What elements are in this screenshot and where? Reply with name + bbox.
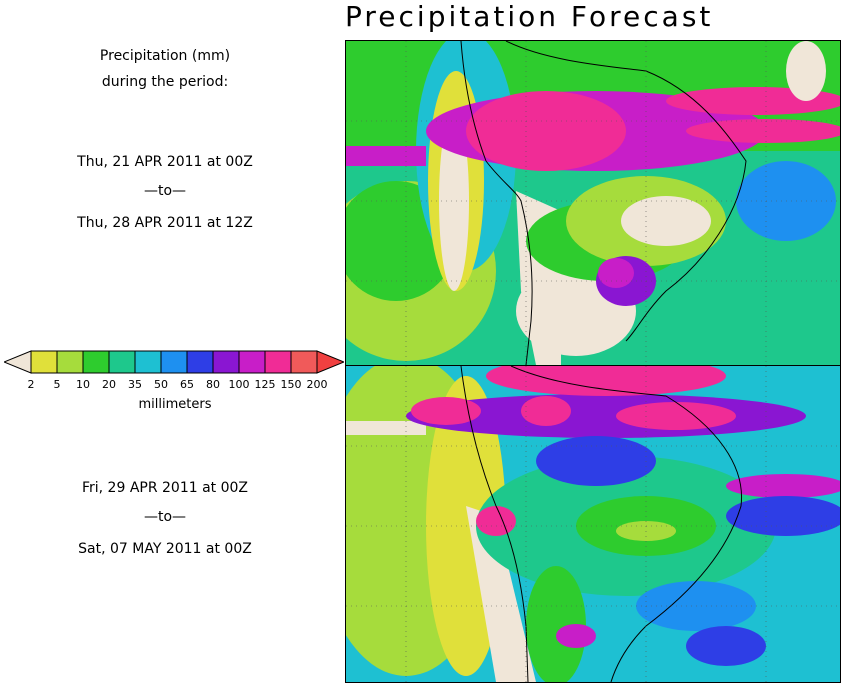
colorbar-tick-labels: 2 5 10 20 35 50 65 80 100 125 150 200 <box>20 378 330 394</box>
colorbar-swatch <box>290 350 318 374</box>
forecast-map-week2 <box>345 365 841 683</box>
colorbar-swatch <box>186 350 214 374</box>
colorbar-tick-label: 20 <box>102 378 116 391</box>
colorbar-swatch <box>264 350 292 374</box>
period2-separator: —to— <box>143 509 187 525</box>
colorbar-tick-label: 50 <box>154 378 168 391</box>
forecast-map-week1 <box>345 40 841 366</box>
colorbar-swatch <box>160 350 188 374</box>
colorbar-tick-label: 2 <box>27 378 35 391</box>
colorbar-tick-label: 200 <box>306 378 328 391</box>
precip-field-week2 <box>346 366 840 682</box>
colorbar-swatch <box>134 350 162 374</box>
period1-end: Thu, 28 APR 2011 at 12Z <box>77 215 253 231</box>
colorbar-unit-label: millimeters <box>138 397 212 412</box>
colorbar-tick-label: 125 <box>254 378 276 391</box>
colorbar-swatch <box>238 350 266 374</box>
colorbar-tick-label: 35 <box>128 378 142 391</box>
colorbar-tick-label: 5 <box>53 378 61 391</box>
period2-start: Fri, 29 APR 2011 at 00Z <box>81 480 249 496</box>
colorbar <box>2 349 346 379</box>
colorbar-graphic <box>2 350 346 374</box>
colorbar-tick-label: 10 <box>76 378 90 391</box>
colorbar-swatch <box>82 350 110 374</box>
precip-field-week1 <box>346 41 840 365</box>
page-title: Precipitation Forecast <box>345 0 714 33</box>
period2-end: Sat, 07 MAY 2011 at 00Z <box>78 541 252 557</box>
period1-start: Thu, 21 APR 2011 at 00Z <box>77 154 253 170</box>
colorbar-swatch <box>56 350 84 374</box>
legend-header-line1: Precipitation (mm) <box>99 48 231 64</box>
colorbar-swatch <box>108 350 136 374</box>
colorbar-tick-label: 150 <box>280 378 302 391</box>
colorbar-tick-label: 65 <box>180 378 194 391</box>
colorbar-swatch <box>212 350 240 374</box>
period1-separator: —to— <box>143 183 187 199</box>
colorbar-low-arrow <box>2 350 32 374</box>
colorbar-tick-label: 80 <box>206 378 220 391</box>
colorbar-tick-label: 100 <box>228 378 250 391</box>
colorbar-swatch <box>30 350 58 374</box>
colorbar-high-arrow <box>316 350 346 374</box>
legend-header-line2: during the period: <box>101 74 229 90</box>
